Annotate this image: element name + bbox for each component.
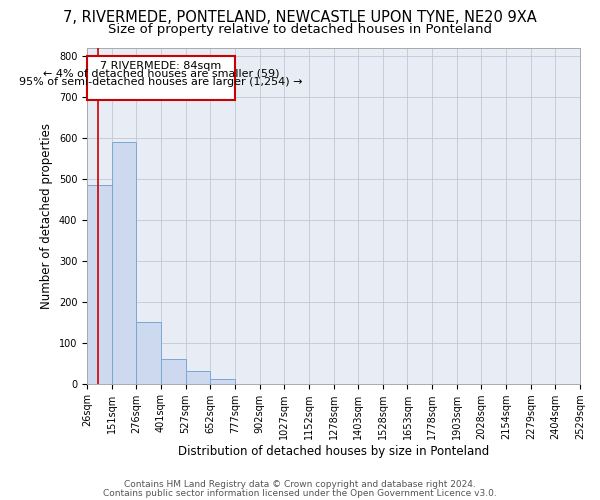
Text: Size of property relative to detached houses in Ponteland: Size of property relative to detached ho… (108, 22, 492, 36)
Bar (87, 185, 112, 384)
Text: Contains public sector information licensed under the Open Government Licence v3: Contains public sector information licen… (103, 489, 497, 498)
Text: 7 RIVERMEDE: 84sqm: 7 RIVERMEDE: 84sqm (100, 60, 221, 70)
Bar (185, 372, 210, 384)
X-axis label: Distribution of detached houses by size in Ponteland: Distribution of detached houses by size … (178, 444, 489, 458)
Bar (136, 322, 161, 384)
Bar (112, 142, 136, 384)
Text: 7, RIVERMEDE, PONTELAND, NEWCASTLE UPON TYNE, NE20 9XA: 7, RIVERMEDE, PONTELAND, NEWCASTLE UPON … (63, 10, 537, 25)
Text: 95% of semi-detached houses are larger (1,254) →: 95% of semi-detached houses are larger (… (19, 77, 303, 87)
Text: Contains HM Land Registry data © Crown copyright and database right 2024.: Contains HM Land Registry data © Crown c… (124, 480, 476, 489)
Bar (87, 56, 235, 100)
Y-axis label: Number of detached properties: Number of detached properties (40, 122, 53, 308)
Bar (210, 380, 235, 384)
Text: ← 4% of detached houses are smaller (59): ← 4% of detached houses are smaller (59) (43, 69, 279, 79)
Bar (161, 359, 185, 384)
